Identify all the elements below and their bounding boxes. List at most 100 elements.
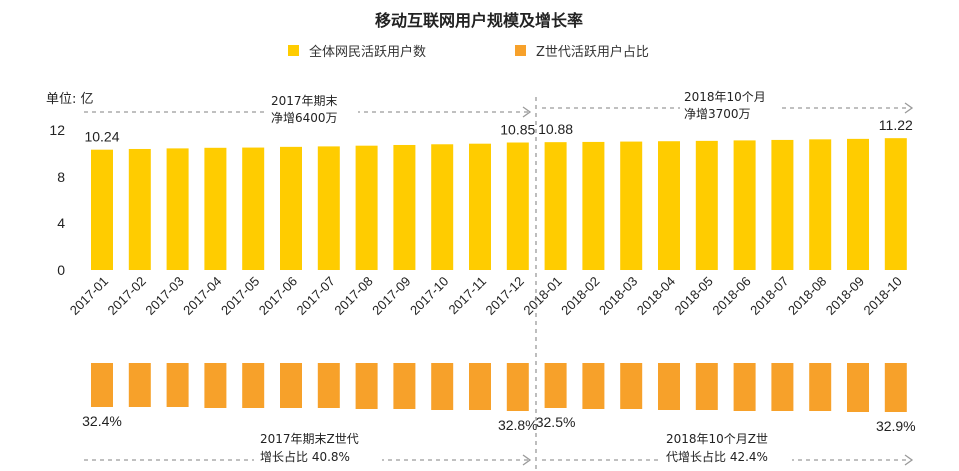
genz-bar (204, 363, 227, 408)
genz-bars (91, 363, 907, 412)
y-tick-label: 8 (57, 169, 65, 185)
x-tick-label: 2017-01 (67, 274, 111, 318)
users-bar (695, 140, 718, 270)
users-bar (809, 139, 832, 270)
users-bar (884, 138, 907, 270)
x-tick-label: 2018-01 (520, 274, 564, 318)
genz-bar (506, 363, 529, 411)
x-tick-label: 2018-07 (747, 274, 791, 318)
x-tick-label: 2018-05 (672, 274, 716, 318)
users-bar (317, 146, 340, 270)
genz-bar (809, 363, 832, 411)
genz-data-label: 32.8% (498, 417, 538, 433)
x-tick-label: 2018-03 (596, 274, 640, 318)
genz-bar (242, 363, 265, 408)
users-data-labels: 10.24 10.85 10.88 11.22 (84, 117, 913, 145)
x-tick-label: 2017-06 (256, 274, 300, 318)
annotation-users-2017-line1: 2017年期末 (271, 94, 338, 108)
users-bar (355, 145, 378, 270)
genz-bar (733, 363, 756, 411)
annotation-users-2017: 2017年期末 净增6400万 (84, 90, 532, 126)
annotation-users-2018-line2: 净增3700万 (684, 107, 751, 121)
legend-label-genz: Z世代活跃用户占比 (536, 44, 649, 60)
genz-bar (280, 363, 302, 408)
annotation-users-2018: 2018年10个月 净增3700万 (542, 86, 914, 122)
users-bar (544, 142, 567, 270)
x-tick-label: 2017-09 (369, 274, 413, 318)
arrowhead-genz-2018 (904, 454, 914, 466)
x-tick-label: 2017-10 (407, 274, 451, 318)
genz-bar (771, 363, 794, 411)
x-tick-label: 2018-06 (709, 274, 753, 318)
genz-data-label: 32.9% (876, 418, 916, 434)
annotation-bg-genz-2018 (662, 428, 792, 466)
genz-bar (393, 363, 416, 409)
genz-bar (431, 363, 454, 410)
genz-bar (620, 363, 643, 409)
annotation-bg-users-2017 (266, 90, 358, 126)
annotation-genz-2018-line1: 2018年10个月Z世 (666, 432, 768, 446)
users-data-label: 11.22 (879, 117, 913, 133)
annotation-bg-users-2018 (680, 86, 778, 122)
users-bar (204, 147, 227, 270)
x-tick-label: 2017-08 (331, 274, 375, 318)
x-tick-label: 2018-04 (634, 274, 678, 318)
genz-bar (91, 363, 113, 407)
x-tick-label: 2017-04 (180, 274, 224, 318)
y-tick-label: 4 (57, 215, 65, 231)
users-bar (393, 144, 416, 270)
users-bar (128, 148, 151, 270)
chart-title: 移动互联网用户规模及增长率 (375, 11, 583, 30)
x-tick-label: 2017-07 (294, 274, 338, 318)
users-data-label: 10.88 (538, 121, 573, 137)
genz-bar (166, 363, 189, 407)
x-tick-label: 2017-02 (105, 274, 149, 318)
genz-data-labels: 32.4% 32.8%32.5% 32.9% (82, 413, 916, 434)
users-bar (469, 143, 491, 270)
users-bar (658, 141, 680, 270)
y-tick-label: 0 (57, 262, 65, 278)
x-tick-label: 2018-10 (861, 274, 905, 318)
annotation-genz-2017-line2: 增长占比 40.8% (260, 449, 350, 464)
users-bar (431, 144, 454, 270)
x-tick-label: 2018-09 (823, 274, 867, 318)
x-tick-label: 2017-03 (142, 274, 186, 318)
genz-bar (582, 363, 605, 409)
users-bar (582, 141, 605, 270)
users-bar (771, 139, 794, 270)
x-tick-label: 2018-08 (785, 274, 829, 318)
annotation-genz-2017-line1: 2017年期末Z世代 (260, 432, 359, 446)
genz-bar (695, 363, 718, 410)
legend-label-users: 全体网民活跃用户数 (309, 44, 426, 60)
users-bar (733, 140, 756, 270)
genz-data-label: 32.4% (82, 413, 122, 429)
annotation-bg-genz-2017 (254, 428, 382, 466)
annotation-genz-2018-line2: 代增长占比 42.4% (666, 449, 768, 464)
users-bar (847, 138, 869, 270)
genz-bar (544, 363, 567, 408)
genz-bar (128, 363, 151, 407)
x-axis-ticks: 2017-012017-022017-032017-042017-052017-… (67, 274, 905, 318)
users-bar (242, 147, 265, 270)
legend: 全体网民活跃用户数 Z世代活跃用户占比 (288, 44, 649, 60)
x-tick-label: 2017-05 (218, 274, 262, 318)
users-bar (166, 148, 189, 270)
y-axis-ticks: 0 4 8 12 (49, 122, 65, 278)
arrowhead-genz-2017 (522, 454, 532, 466)
genz-bar (884, 363, 907, 412)
users-bar (91, 149, 113, 270)
genz-bar (469, 363, 491, 410)
y-tick-label: 12 (49, 122, 65, 138)
legend-swatch-users (288, 45, 299, 56)
users-bars (91, 138, 907, 270)
annotation-users-2017-line2: 净增6400万 (271, 111, 338, 125)
genz-bar (658, 363, 680, 410)
users-bar (506, 142, 529, 270)
genz-bar (847, 363, 869, 412)
arrowhead-users-2017 (522, 106, 532, 118)
x-tick-label: 2018-02 (558, 274, 602, 318)
genz-data-label: 32.5% (536, 414, 576, 430)
users-data-label: 10.24 (84, 129, 119, 145)
annotation-genz-2017: 2017年期末Z世代 增长占比 40.8% (84, 428, 532, 466)
